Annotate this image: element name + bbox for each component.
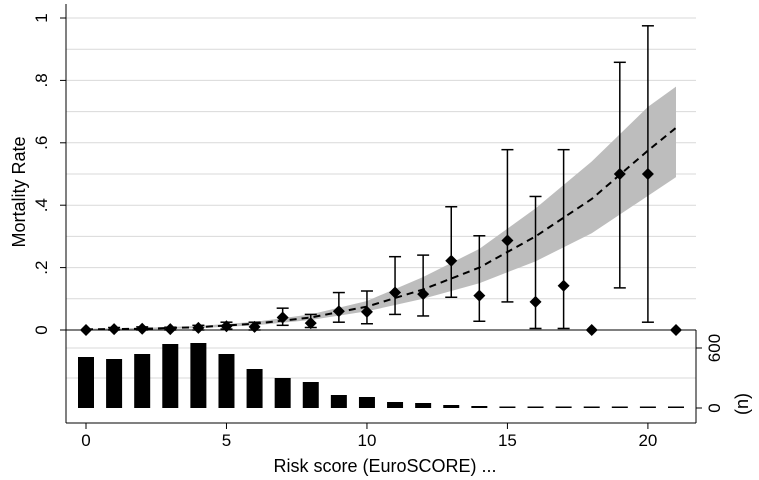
data-point xyxy=(641,168,654,180)
data-point xyxy=(613,168,626,180)
y-tick-label: .2 xyxy=(32,261,51,275)
confidence-band xyxy=(86,86,676,330)
data-point xyxy=(332,305,345,318)
data-point xyxy=(557,279,570,292)
count-bar xyxy=(499,406,516,408)
data-point xyxy=(192,321,205,334)
x-tick-label: 20 xyxy=(638,431,657,450)
y-tick-label: .6 xyxy=(32,136,51,150)
count-bar xyxy=(106,359,123,408)
x-axis-title: Risk score (EuroSCORE) ... xyxy=(273,456,496,476)
count-bars xyxy=(78,343,684,408)
y-tick-label: 0 xyxy=(32,325,51,334)
count-bar xyxy=(302,382,319,408)
data-point xyxy=(164,323,177,336)
data-point xyxy=(473,289,486,302)
y-tick-label: 1 xyxy=(32,13,51,22)
y-tick-label: .4 xyxy=(32,198,51,212)
count-bar xyxy=(330,395,347,408)
count-bar xyxy=(387,402,404,408)
observed-points xyxy=(80,168,682,336)
y-tick-label: .8 xyxy=(32,73,51,87)
count-bar xyxy=(274,378,291,408)
data-point xyxy=(389,286,402,299)
count-bar xyxy=(668,406,684,408)
data-point xyxy=(220,320,233,333)
count-bar xyxy=(415,403,432,408)
fitted-curve-layer xyxy=(85,127,677,331)
count-bar xyxy=(246,369,263,408)
x-tick-label: 15 xyxy=(498,431,517,450)
data-point xyxy=(417,288,430,301)
data-point xyxy=(276,311,289,324)
x-tick-label: 0 xyxy=(81,431,90,450)
count-bar xyxy=(162,344,179,408)
y-axis-title: Mortality Rate xyxy=(9,136,29,247)
count-bar xyxy=(190,343,207,408)
count-bar xyxy=(218,354,235,408)
grid-layer xyxy=(66,17,696,379)
count-bar xyxy=(555,406,572,408)
count-tick-label: 0 xyxy=(705,403,724,412)
count-bar xyxy=(611,406,628,408)
count-bar xyxy=(443,405,460,408)
data-point xyxy=(360,305,373,318)
count-bar xyxy=(471,406,488,408)
axes xyxy=(60,4,702,429)
x-tick-label: 10 xyxy=(357,431,376,450)
data-point xyxy=(529,295,542,308)
data-point xyxy=(136,322,149,335)
count-bar xyxy=(639,406,656,408)
fitted-curve xyxy=(85,127,677,331)
data-point xyxy=(501,234,514,247)
count-bar xyxy=(583,406,600,408)
data-point xyxy=(108,323,121,336)
count-bar xyxy=(358,397,375,408)
data-point xyxy=(445,254,458,267)
x-tick-label: 5 xyxy=(222,431,231,450)
confidence-band-area xyxy=(86,86,676,330)
count-tick-label: 600 xyxy=(705,334,724,362)
count-bar xyxy=(78,357,94,408)
count-axis-title: (n) xyxy=(732,393,752,415)
count-bar xyxy=(527,406,544,408)
data-point xyxy=(304,317,317,330)
count-bar xyxy=(134,354,151,408)
